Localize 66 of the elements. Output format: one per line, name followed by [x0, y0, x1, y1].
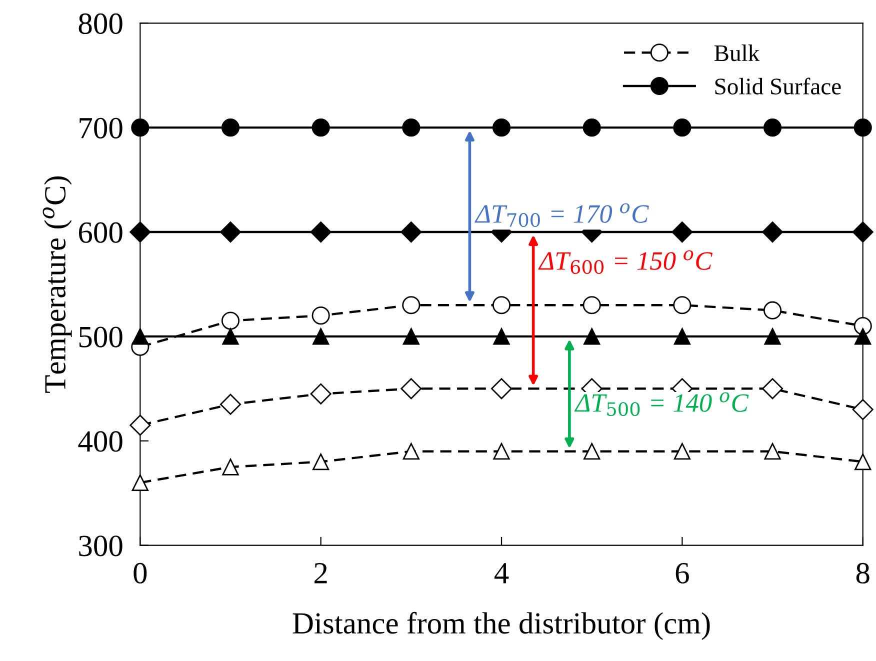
y-tick-label: 300	[79, 536, 122, 556]
point	[400, 221, 422, 243]
annotation: ΔT$_{700}$ = 170 $^{o}$C	[474, 203, 649, 228]
point	[852, 399, 874, 420]
annotation: ΔT$_{600}$ = 150 $^{o}$C	[538, 250, 713, 274]
x-tick-label: 8	[856, 562, 870, 584]
point	[764, 328, 781, 345]
point	[492, 296, 511, 314]
point	[402, 328, 420, 345]
point	[672, 221, 693, 243]
point	[763, 118, 782, 137]
y-tick-label: 700	[80, 118, 122, 138]
point	[584, 328, 600, 345]
point	[854, 328, 872, 345]
y-axis-title: Temperature ($^{o}$C)	[42, 176, 72, 393]
point	[493, 442, 510, 460]
point	[492, 118, 511, 137]
point	[130, 414, 151, 436]
y-tick-label: 400	[78, 431, 122, 452]
point	[130, 221, 151, 243]
point	[762, 221, 784, 243]
x-axis-title: Distance from the distributor (cm)	[292, 612, 710, 640]
point	[400, 378, 422, 400]
point	[402, 296, 420, 314]
point	[674, 442, 691, 460]
point	[221, 312, 240, 330]
point	[764, 442, 781, 460]
point	[402, 442, 420, 460]
point	[220, 221, 242, 243]
y-tick-label: 500	[79, 326, 122, 348]
point	[131, 118, 150, 137]
point	[402, 118, 420, 137]
point	[221, 118, 240, 137]
point	[222, 458, 239, 476]
point	[222, 328, 239, 345]
legend-label: Solid Surface	[715, 78, 841, 95]
point	[310, 221, 332, 243]
point	[220, 394, 242, 415]
point	[763, 301, 782, 320]
y-tick-label: 600	[78, 222, 122, 243]
point	[584, 442, 600, 460]
point	[310, 383, 332, 404]
annotation: ΔT$_{500}$ = 140 $^{o}$C	[574, 392, 749, 416]
point	[674, 328, 691, 345]
point	[762, 378, 784, 400]
point	[312, 328, 330, 345]
point	[673, 118, 692, 137]
point	[312, 306, 330, 325]
point	[493, 328, 510, 345]
point	[132, 474, 148, 491]
point	[854, 118, 872, 137]
point	[132, 328, 148, 345]
point	[854, 453, 872, 470]
y-tick-label: 800	[78, 13, 122, 34]
point	[312, 453, 330, 470]
x-tick-label: 6	[676, 562, 689, 584]
point	[582, 296, 601, 314]
point	[490, 378, 512, 400]
point	[673, 296, 692, 314]
legend-label: Bulk	[714, 44, 760, 62]
x-tick-label: 0	[134, 562, 147, 584]
point	[582, 118, 601, 137]
point	[852, 221, 874, 243]
x-tick-label: 2	[314, 562, 327, 584]
point	[312, 118, 330, 137]
x-tick-label: 4	[494, 563, 509, 584]
